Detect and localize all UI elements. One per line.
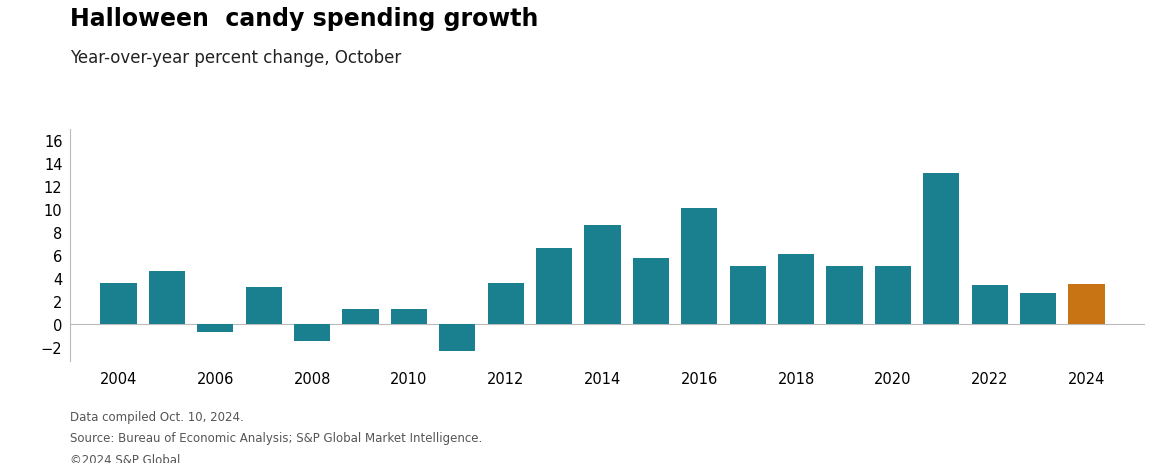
Text: Data compiled Oct. 10, 2024.: Data compiled Oct. 10, 2024. [70, 410, 244, 423]
Bar [584, 226, 620, 325]
Bar [972, 286, 1008, 325]
Bar [1069, 284, 1105, 325]
Text: ©2024 S&P Global.: ©2024 S&P Global. [70, 453, 185, 463]
Bar [197, 325, 234, 332]
Bar [681, 209, 717, 325]
Bar [439, 325, 475, 351]
Bar [148, 272, 185, 325]
Bar [633, 258, 669, 325]
Text: Source: Bureau of Economic Analysis; S&P Global Market Intelligence.: Source: Bureau of Economic Analysis; S&P… [70, 432, 482, 444]
Bar [778, 255, 814, 325]
Bar [294, 325, 331, 342]
Bar [487, 283, 524, 325]
Bar [536, 249, 572, 325]
Bar [342, 310, 378, 325]
Bar [100, 283, 137, 325]
Text: Year-over-year percent change, October: Year-over-year percent change, October [70, 49, 402, 67]
Bar [923, 173, 959, 325]
Bar [1020, 294, 1056, 325]
Bar [245, 288, 281, 325]
Bar [875, 266, 911, 325]
Bar [391, 310, 427, 325]
Bar [730, 266, 766, 325]
Bar [827, 266, 863, 325]
Text: Halloween  candy spending growth: Halloween candy spending growth [70, 7, 538, 31]
